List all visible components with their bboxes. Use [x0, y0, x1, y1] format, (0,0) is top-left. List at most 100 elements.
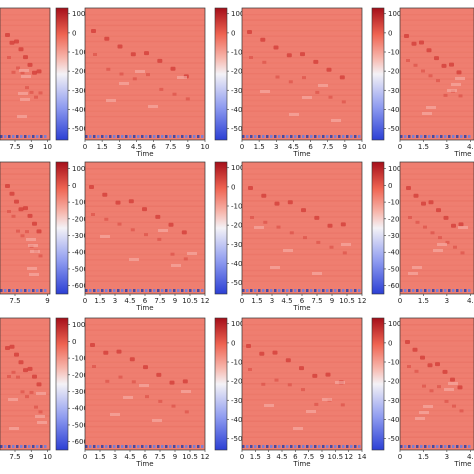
colorbar-r0c2: 100 0 -100 -200 -300 -400 -500 — [371, 7, 404, 141]
colorbar-tick-label: 0 — [388, 182, 392, 190]
colorbar-tick-label: -500 — [72, 421, 88, 429]
x-tick-label: 10 — [358, 143, 367, 151]
x-axis-r0c2: 0 1.5 3 4.5 6 7.5 9 10 — [240, 140, 367, 151]
x-axis-partial-r0: 0 1.5 3 4. — [398, 140, 474, 151]
heatmap-panel-r2c2 — [241, 317, 363, 451]
colorbar-tick-label: -600 — [72, 282, 88, 290]
x-tick-label: 1.5 — [250, 453, 261, 461]
x-tick-label: 1.5 — [418, 453, 429, 461]
x-tick-label: 7.5 — [9, 143, 20, 151]
x-tick-label: 0 — [398, 453, 402, 461]
x-tick-label: 0 — [398, 297, 402, 305]
x-tick-label: 7.5 — [165, 143, 176, 151]
colorbar-tick-label: -400 — [231, 416, 247, 424]
colorbar-tick-label: 0 — [72, 182, 76, 190]
x-tick-label: 4. — [467, 297, 474, 305]
x-tick-label: 12 — [358, 297, 367, 305]
colorbar-tick-label: -400 — [231, 106, 247, 114]
x-tick-label: 4. — [467, 453, 474, 461]
colorbar-tick-label: -300 — [231, 87, 247, 95]
x-axis-title: Time — [135, 304, 153, 312]
heatmap-panel-r1c2 — [241, 161, 363, 295]
x-tick-label: 9 — [29, 143, 33, 151]
colorbar-tick-label: 0 — [72, 29, 76, 37]
colorbar-tick-label: -600 — [72, 438, 88, 446]
x-tick-label: 3 — [270, 297, 274, 305]
colorbar-tick-label: -400 — [72, 249, 88, 257]
x-tick-label: 10 — [43, 143, 52, 151]
x-tick-label: 9 — [173, 297, 177, 305]
x-tick-label: 0 — [83, 297, 87, 305]
colorbar-tick-label: -100 — [231, 203, 247, 211]
x-axis-r2c1: 0 1.5 3 4.5 6 7.5 9 10.5 12 — [83, 450, 210, 461]
x-tick-label: 3 — [266, 453, 270, 461]
x-tick-label: 1.5 — [94, 453, 105, 461]
x-tick-label: 0 — [240, 297, 244, 305]
colorbar-r0c1: 100 0 -100 -200 -300 -400 -500 — [214, 7, 247, 141]
colorbar-tick-label: -300 — [388, 397, 404, 405]
x-tick-label: 7.5 — [311, 297, 322, 305]
x-tick-label: 6 — [308, 143, 313, 151]
x-tick-label: 0 — [83, 143, 87, 151]
heatmap-panel-partial-r2 — [399, 317, 474, 451]
x-tick-label: 3 — [113, 453, 117, 461]
colorbar-tick-label: -500 — [72, 265, 88, 273]
colorbar-tick-label: -200 — [231, 378, 247, 386]
colorbar-tick-label: -200 — [388, 378, 404, 386]
colorbar-tick-label: 0 — [388, 339, 392, 347]
colorbar-tick-label: 100 — [231, 320, 244, 328]
x-tick-label: 10 — [43, 453, 52, 461]
x-axis-partial-r2: 0 1.5 3 4. — [398, 450, 474, 461]
x-tick-label: 10 — [201, 143, 210, 151]
x-tick-label: 9 — [45, 297, 49, 305]
colorbar-r0c0: 100 0 -100 -200 -300 -400 -500 — [55, 7, 88, 141]
colorbar-tick-label: 100 — [388, 320, 401, 328]
x-axis-r2c2: 0 1.5 3 4.5 6 7.5 9 10.5 12 14 — [240, 450, 367, 461]
colorbar-tick-label: 0 — [231, 183, 235, 191]
colorbar-tick-label: -600 — [388, 282, 404, 290]
x-tick-label: 10.5 — [339, 297, 355, 305]
x-axis-title: Time — [453, 460, 471, 468]
x-tick-label: 12 — [201, 453, 210, 461]
colorbar-tick-label: -100 — [231, 49, 247, 57]
colorbar-tick-label: -500 — [231, 435, 247, 443]
colorbar-tick-label: 0 — [72, 338, 76, 346]
colorbar-tick-label: -500 — [388, 435, 404, 443]
x-tick-label: 6 — [293, 453, 298, 461]
colorbar-tick-label: 100 — [72, 165, 85, 173]
x-tick-label: 7.5 — [154, 453, 165, 461]
x-tick-label: 0 — [83, 453, 87, 461]
x-axis-title: Time — [292, 304, 310, 312]
colorbar-tick-label: -500 — [388, 265, 404, 273]
colorbar-tick-label: -400 — [72, 405, 88, 413]
colorbar-tick-label: 100 — [72, 321, 85, 329]
colorbar-tick-label: -300 — [388, 232, 404, 240]
x-axis-r2c0: 7.5 9 10 — [9, 450, 52, 461]
colorbar-tick-label: -200 — [72, 68, 88, 76]
x-tick-label: 9 — [330, 297, 334, 305]
colorbar-r2c1: 100 0 -100 -200 -300 -400 -500 — [214, 317, 247, 451]
x-tick-label: 6 — [143, 297, 148, 305]
colorbar-tick-label: 100 — [231, 164, 244, 172]
x-tick-label: 1.5 — [418, 143, 429, 151]
colorbar-tick-label: -500 — [72, 125, 88, 133]
colorbar-tick-label: -100 — [72, 355, 88, 363]
x-tick-label: 1.5 — [94, 297, 105, 305]
x-tick-label: 4.5 — [124, 297, 135, 305]
colorbar-tick-label: -100 — [388, 359, 404, 367]
x-tick-label: 3 — [445, 297, 449, 305]
heatmap-panel-r1c0 — [0, 161, 51, 295]
x-tick-label: 3 — [113, 297, 117, 305]
x-tick-label: 3 — [117, 143, 121, 151]
x-tick-label: 6 — [151, 143, 156, 151]
x-tick-label: 1.5 — [97, 143, 108, 151]
colorbar-tick-label: 100 — [231, 10, 244, 18]
colorbar-tick-label: -100 — [72, 49, 88, 57]
colorbar-tick-label: -300 — [72, 388, 88, 396]
x-axis-r1c1: 0 1.5 3 4.5 6 7.5 9 10.5 12 — [83, 294, 209, 305]
colorbar-r2c0: 100 0 -100 -200 -300 -400 -500 -600 — [55, 317, 88, 451]
colorbar-r1c2: 100 0 -100 -200 -300 -400 -500 -600 — [371, 161, 404, 295]
x-tick-label: 9 — [186, 143, 190, 151]
colorbar-r1c0: 100 0 -100 -200 -300 -400 -500 -600 — [55, 161, 88, 295]
